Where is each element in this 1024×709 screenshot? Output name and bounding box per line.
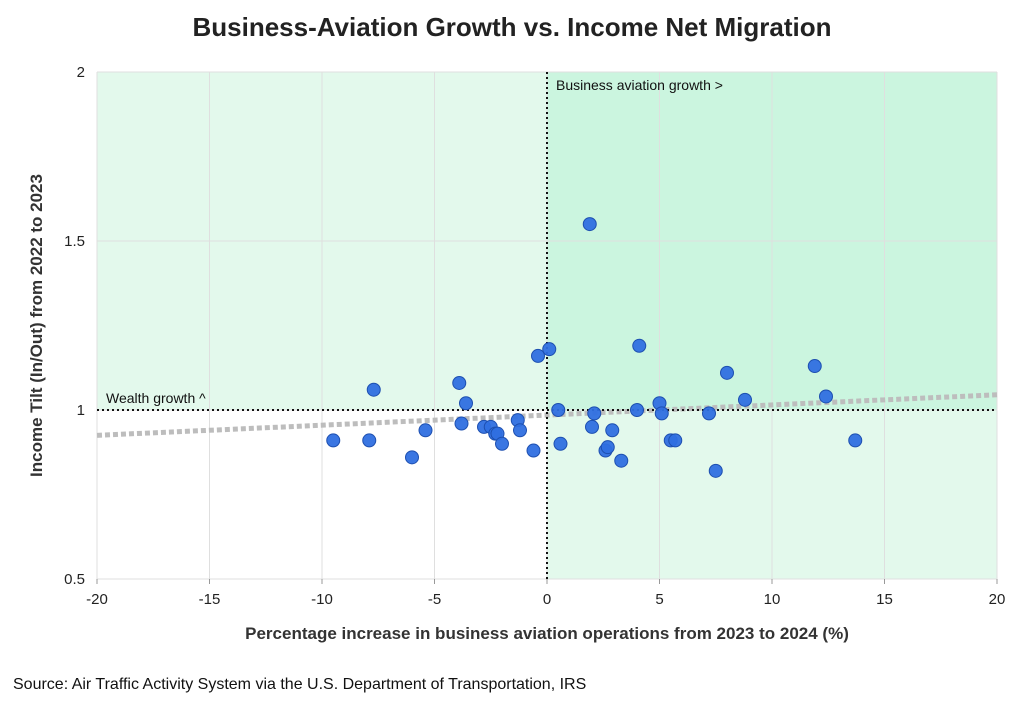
data-point xyxy=(542,342,557,357)
chart-title: Business-Aviation Growth vs. Income Net … xyxy=(192,12,832,42)
data-point xyxy=(452,375,467,390)
data-point xyxy=(326,433,341,448)
data-point xyxy=(708,463,723,478)
data-point xyxy=(513,423,527,438)
y-axis-title: Income Tilt (In/Out) from 2022 to 2023 xyxy=(27,174,46,477)
x-tick-label: 10 xyxy=(764,591,781,608)
data-point xyxy=(654,406,669,421)
x-tick-label: 15 xyxy=(876,591,893,608)
aviation-growth-annotation: Business aviation growth > xyxy=(556,77,723,93)
data-point xyxy=(720,365,734,380)
data-point xyxy=(738,392,752,407)
data-point xyxy=(495,436,509,451)
data-point xyxy=(362,433,377,448)
data-points xyxy=(326,217,863,478)
data-point xyxy=(582,217,597,232)
data-point xyxy=(605,423,620,438)
axes: -20 -15 -10 -5 0 5 10 15 20 0.5 1 1.5 2 xyxy=(64,64,1005,608)
data-point xyxy=(668,433,683,448)
wealth-growth-annotation: Wealth growth ^ xyxy=(106,390,206,406)
x-tick-label: -20 xyxy=(86,591,108,608)
data-point xyxy=(630,403,644,417)
trend-line xyxy=(96,392,998,438)
x-tick-label: -5 xyxy=(428,591,441,608)
data-point xyxy=(454,416,469,431)
y-tick-label: 2 xyxy=(77,64,85,81)
y-tick-label: 0.5 xyxy=(64,571,85,588)
y-tick-label: 1 xyxy=(77,402,85,419)
trendline xyxy=(96,392,998,438)
x-axis-title: Percentage increase in business aviation… xyxy=(245,624,849,643)
x-tick-label: -10 xyxy=(311,591,333,608)
data-point xyxy=(807,359,822,374)
data-point xyxy=(459,396,473,411)
data-point xyxy=(531,348,545,363)
x-tick-label: -15 xyxy=(199,591,221,608)
data-point xyxy=(418,423,433,438)
data-point xyxy=(600,440,615,455)
data-point xyxy=(551,403,566,417)
data-point xyxy=(405,450,419,465)
x-tick-label: 20 xyxy=(989,591,1006,608)
data-point xyxy=(702,406,716,421)
data-point xyxy=(553,436,568,451)
data-point xyxy=(848,433,863,448)
data-point xyxy=(587,406,602,421)
data-point xyxy=(819,389,833,404)
data-point xyxy=(614,453,629,468)
y-tick-label: 1.5 xyxy=(64,233,85,250)
x-tick-label: 5 xyxy=(655,591,663,608)
data-point xyxy=(526,443,541,458)
data-point xyxy=(366,382,381,397)
data-point xyxy=(585,419,599,434)
reference-lines xyxy=(97,72,997,579)
data-point xyxy=(632,338,647,353)
x-tick-label: 0 xyxy=(543,591,551,608)
source-note: Source: Air Traffic Activity System via … xyxy=(13,676,587,693)
